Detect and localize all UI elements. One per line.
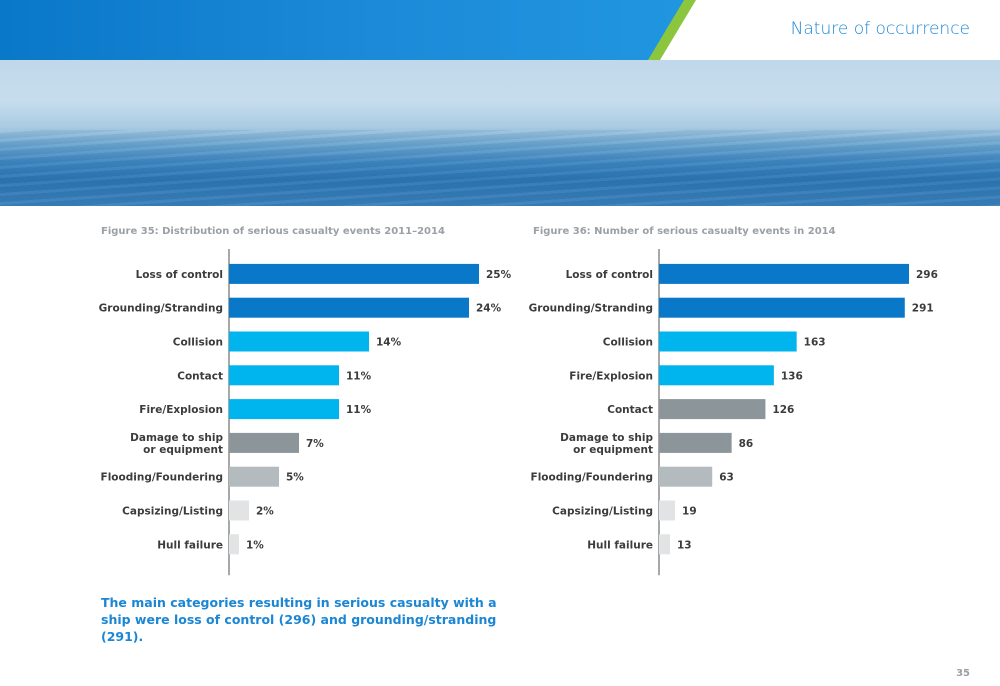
figure-35-chart: Loss of control 25% Grounding/Stranding 24%… xyxy=(99,249,512,576)
category-label: Contact xyxy=(607,404,653,416)
figure-36-title: Figure 36: Number of serious casualty ev… xyxy=(533,226,836,237)
data-label: 7% xyxy=(306,438,324,450)
bar xyxy=(659,500,676,521)
sea-horizon-photo xyxy=(0,60,1000,206)
data-label: 24% xyxy=(476,303,502,315)
section-title: Nature of occurrence xyxy=(790,19,970,39)
header-blue-band xyxy=(0,0,690,60)
bar xyxy=(229,432,299,453)
data-label: 19 xyxy=(682,506,697,518)
bar xyxy=(659,297,905,318)
data-label: 296 xyxy=(916,269,938,281)
page-number: 35 xyxy=(956,668,970,679)
data-label: 2% xyxy=(256,506,274,518)
data-label: 86 xyxy=(739,438,754,450)
category-label: Loss of control xyxy=(566,269,653,281)
data-label: 163 xyxy=(804,337,826,349)
data-label: 14% xyxy=(376,337,402,349)
bar xyxy=(659,466,713,487)
category-label: Contact xyxy=(177,370,223,382)
category-label: Collision xyxy=(603,337,653,349)
data-label: 1% xyxy=(246,539,264,551)
header-band: Nature of occurrence xyxy=(0,0,1000,60)
data-label: 25% xyxy=(486,269,512,281)
data-label: 13 xyxy=(677,539,692,551)
figure-36-chart: Loss of control 296 Grounding/Stranding 291… xyxy=(529,249,938,576)
data-label: 126 xyxy=(772,404,794,416)
bar xyxy=(659,365,774,386)
category-label: Fire/Explosion xyxy=(139,404,223,416)
sea-waves xyxy=(0,130,1000,206)
bar xyxy=(229,534,239,555)
category-label: Fire/Explosion xyxy=(569,370,653,382)
category-label: Flooding/Foundering xyxy=(531,472,653,484)
category-label: Capsizing/Listing xyxy=(552,506,653,518)
bar xyxy=(229,365,339,386)
category-label: Loss of control xyxy=(136,269,223,281)
bar xyxy=(659,399,766,420)
bar xyxy=(229,500,249,521)
category-label: Capsizing/Listing xyxy=(122,506,223,518)
bar xyxy=(659,432,732,453)
bar xyxy=(659,263,909,284)
category-label: Hull failure xyxy=(157,539,223,551)
data-label: 63 xyxy=(719,472,734,484)
bar xyxy=(229,331,369,352)
data-label: 11% xyxy=(346,404,372,416)
bar xyxy=(659,534,670,555)
category-label: Hull failure xyxy=(587,539,653,551)
category-label: Collision xyxy=(173,337,223,349)
bar xyxy=(659,331,797,352)
category-label: Damage to ship or equipment xyxy=(560,432,653,456)
bar xyxy=(229,466,279,487)
data-label: 136 xyxy=(781,370,803,382)
category-label: Damage to ship or equipment xyxy=(130,432,223,456)
category-label: Grounding/Stranding xyxy=(529,303,653,315)
data-label: 11% xyxy=(346,370,372,382)
bar xyxy=(229,263,479,284)
bar xyxy=(229,399,339,420)
figure-35-title: Figure 35: Distribution of serious casua… xyxy=(101,226,445,237)
data-label: 5% xyxy=(286,472,304,484)
summary-text: The main categories resulting in serious… xyxy=(101,595,497,644)
category-label: Grounding/Stranding xyxy=(99,303,223,315)
data-label: 291 xyxy=(912,303,934,315)
bar xyxy=(229,297,469,318)
category-label: Flooding/Foundering xyxy=(101,472,223,484)
